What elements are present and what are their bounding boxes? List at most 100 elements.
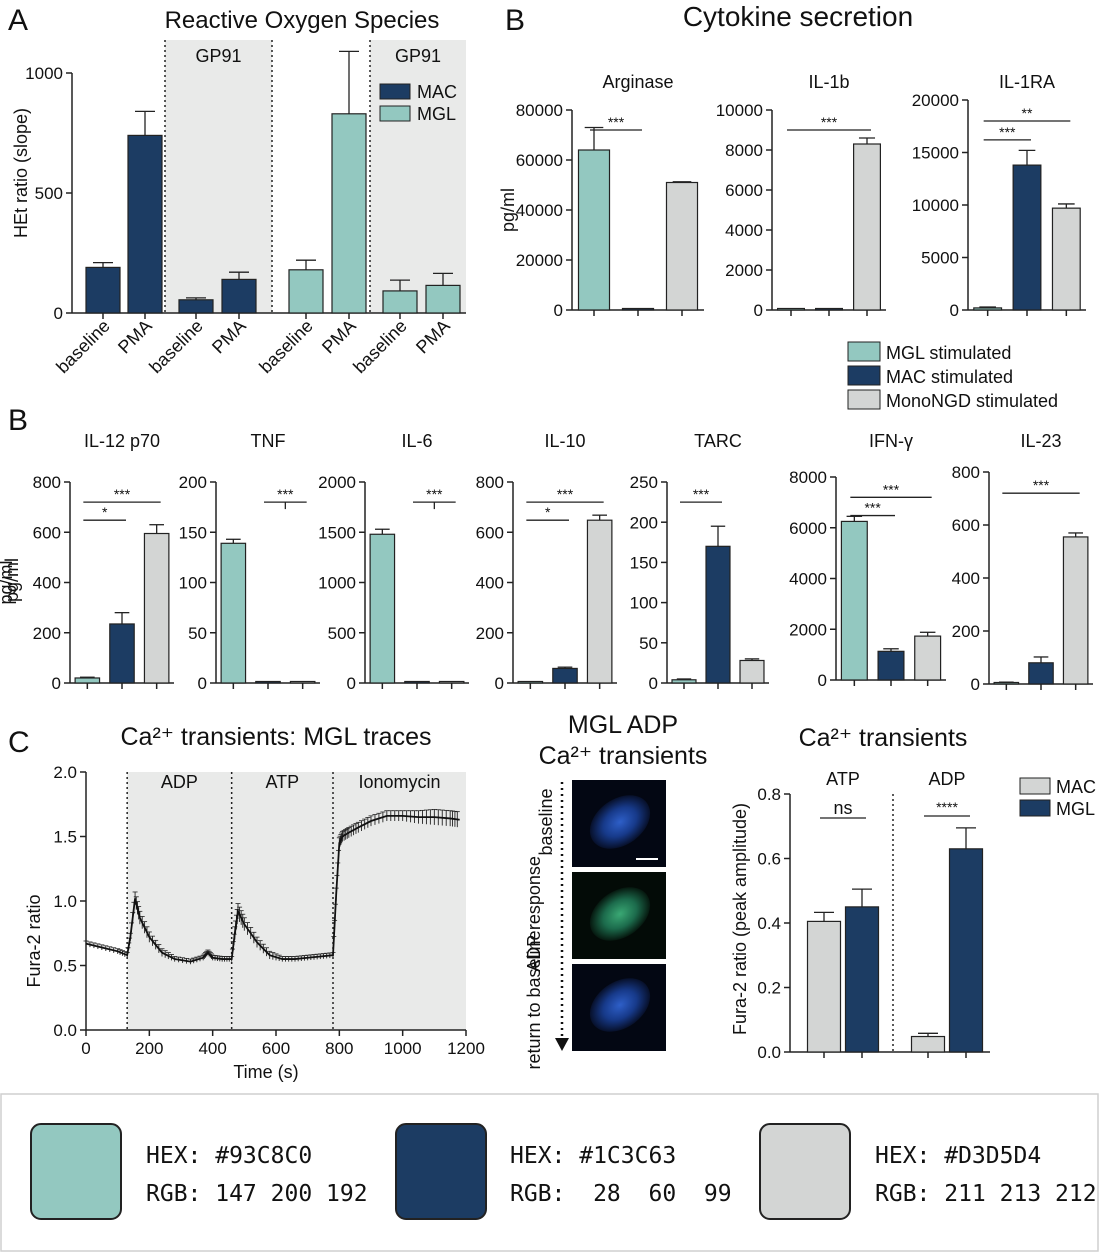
micrograph-title-line2: Ca²⁺ transients xyxy=(539,742,708,770)
peak-group-label: ATP xyxy=(826,769,860,789)
ros-bar-6 xyxy=(382,290,418,314)
tarc-ytick-label: 50 xyxy=(639,634,658,653)
ros-xtick-label: baseline xyxy=(349,316,411,378)
il6-ytick-label: 0 xyxy=(347,674,356,693)
trace-phase-label: ATP xyxy=(265,772,299,792)
ros-legend-swatch-mac xyxy=(379,83,411,100)
time-arrow-head xyxy=(555,1038,569,1051)
trace-xtick-label: 1000 xyxy=(384,1039,422,1058)
swatch-teal-hex: HEX: #93C8C0 xyxy=(146,1143,312,1169)
il12-bar-2 xyxy=(143,532,170,684)
il1b-bar-2 xyxy=(853,143,881,311)
ifng-ytick-label: 4000 xyxy=(789,570,827,589)
il12-sig-label: *** xyxy=(114,486,131,502)
trace-xtick-label: 200 xyxy=(135,1039,163,1058)
color-reference-box: HEX: #93C8C0 RGB: 147 200 192 HEX: #1C3C… xyxy=(0,1093,1099,1252)
tarc-ytick-label: 0 xyxy=(649,674,658,693)
il10-bar-2 xyxy=(586,519,613,684)
il6-sig-label: *** xyxy=(426,486,443,502)
ros-bar-5 xyxy=(331,113,367,314)
arginase-ytick-label: 20000 xyxy=(516,251,563,270)
il6-ytick-label: 2000 xyxy=(318,473,356,492)
legend-label-mac-stimulated: MAC stimulated xyxy=(886,367,1013,387)
ros-xtick-label: baseline xyxy=(52,316,114,378)
tnf-ytick-label: 50 xyxy=(188,624,207,643)
il12-bar-1 xyxy=(109,623,135,684)
swatch-teal-rgb: RGB: 147 200 192 xyxy=(146,1181,368,1207)
panel-letter-c: C xyxy=(8,726,30,759)
trace-phase-label: Ionomycin xyxy=(358,772,440,792)
il6-chart: IL-6 0 500 1000 1500 2000 *** xyxy=(318,431,469,693)
arginase-ytick-label: 40000 xyxy=(516,201,563,220)
trace-xtick-label: 1200 xyxy=(447,1039,485,1058)
ros-ytick-label: 1000 xyxy=(25,64,63,83)
trace-chart: ADP ATP Ionomycin 0.0 0.5 1.0 1.5 2.0 0 200 400 600… xyxy=(24,763,485,1082)
il6-ytick-label: 500 xyxy=(328,624,356,643)
cell-baseline xyxy=(589,795,651,849)
trace-mean-line xyxy=(85,814,460,963)
peak-legend-label-mgl: MGL xyxy=(1056,799,1095,819)
peak-ytick-label: 0.6 xyxy=(757,850,781,869)
il6-ytick-label: 1500 xyxy=(318,523,356,542)
peak-sig-label: **** xyxy=(936,799,958,815)
ifng-ytick-label: 8000 xyxy=(789,468,827,487)
trace-phase-label: ADP xyxy=(161,772,198,792)
ros-xtick-label: baseline xyxy=(255,316,317,378)
trace-xtick-label: 800 xyxy=(325,1039,353,1058)
peak-sig-label: ns xyxy=(833,798,852,818)
cytokine-legend: MGL stimulated MAC stimulated MonoNGD st… xyxy=(847,341,1058,411)
tarc-ytick-label: 250 xyxy=(630,473,658,492)
trace-xtick-label: 400 xyxy=(198,1039,226,1058)
swatch-navy xyxy=(395,1123,487,1220)
tnf-ytick-label: 100 xyxy=(179,574,207,593)
il6-bar-0 xyxy=(369,533,396,684)
peak-ytick-label: 0.0 xyxy=(757,1043,781,1062)
il1b-ytick-label: 8000 xyxy=(725,141,763,160)
tarc-ytick-label: 150 xyxy=(630,554,658,573)
peak-legend-swatch-mgl xyxy=(1019,799,1051,817)
peak-ytick-label: 0.8 xyxy=(757,785,781,804)
il1b-bar-1 xyxy=(815,307,843,311)
il10-ytick-label: 200 xyxy=(476,624,504,643)
tarc-bar-2 xyxy=(739,659,765,684)
ros-xtick-label: PMA xyxy=(208,316,250,358)
tnf-ytick-label: 200 xyxy=(179,473,207,492)
tarc-bar-1 xyxy=(705,545,731,684)
peak-bar-ATP-MAC xyxy=(806,920,842,1053)
ifng-sig-label: *** xyxy=(883,481,900,497)
micrograph-title-line1: MGL ADP xyxy=(568,711,678,739)
il1b-ytick-label: 6000 xyxy=(725,181,763,200)
micrograph-label-baseline: baseline xyxy=(536,788,556,855)
il23-title: IL-23 xyxy=(1020,431,1061,451)
il12-ytick-label: 800 xyxy=(33,473,61,492)
il23-bar-1 xyxy=(1028,662,1054,685)
ros-xtick-label: PMA xyxy=(114,316,156,358)
arginase-ylabel: pg/ml xyxy=(498,188,518,232)
il10-bar-0 xyxy=(517,680,544,684)
ifng-title: IFN-γ xyxy=(869,431,913,451)
il23-ytick-label: 800 xyxy=(952,463,980,482)
il10-sig-label: * xyxy=(545,504,551,520)
il12-title: IL-12 p70 xyxy=(84,431,160,451)
il23-ytick-label: 400 xyxy=(952,569,980,588)
arginase-title: Arginase xyxy=(602,72,673,92)
cytokine-title: Cytokine secretion xyxy=(683,1,913,32)
tnf-sig-label: *** xyxy=(277,486,294,502)
il12-bar-0 xyxy=(74,677,101,684)
il1b-chart: IL-1b 0 2000 4000 6000 8000 10000 *** xyxy=(716,72,886,320)
legend-label-mgl-stimulated: MGL stimulated xyxy=(886,343,1011,363)
il23-ytick-label: 200 xyxy=(952,622,980,641)
charts-layer: Arginase020000400006000080000***pg/mlIL-… xyxy=(0,40,1096,1082)
il10-ytick-label: 800 xyxy=(476,473,504,492)
il1ra-sig-label: *** xyxy=(999,124,1016,140)
arginase-bar-1 xyxy=(621,307,655,311)
tarc-bar-0 xyxy=(671,679,697,684)
ros-bar-1 xyxy=(127,134,163,314)
swatch-navy-rgb: RGB: 28 60 99 xyxy=(510,1181,732,1207)
peak-bar-ATP-MGL xyxy=(844,906,880,1053)
micrograph-label-adp-response: ADP response xyxy=(524,856,544,972)
il23-ytick-label: 600 xyxy=(952,516,980,535)
